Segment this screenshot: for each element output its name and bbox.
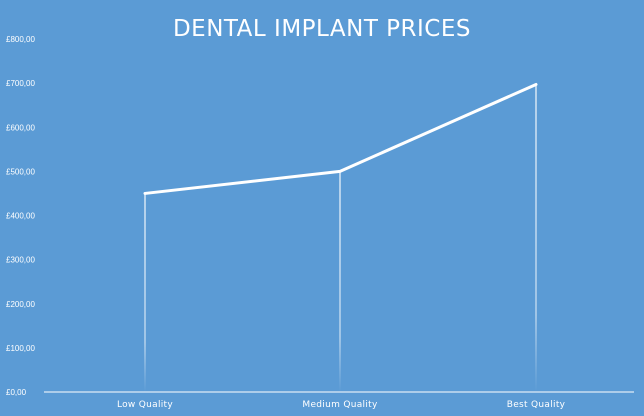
y-tick-label: £500,00	[6, 167, 35, 176]
series-line-group	[143, 82, 538, 195]
y-tick-label: £800,00	[6, 35, 35, 44]
drop-lines	[144, 84, 537, 392]
series-line	[143, 82, 538, 195]
drop-line	[144, 193, 146, 392]
y-tick-label: £100,00	[6, 344, 35, 353]
x-category-label: Low Quality	[117, 400, 173, 410]
y-tick-label: £600,00	[6, 123, 35, 132]
y-axis-tick-labels: £0,00 £100,00 £200,00 £300,00 £400,00 £500,00…	[6, 35, 35, 397]
x-category-label: Best Quality	[507, 400, 566, 410]
x-category-label: Medium Quality	[302, 400, 378, 410]
y-tick-label: £400,00	[6, 212, 35, 221]
chart-title: DENTAL IMPLANT PRICES	[172, 16, 472, 42]
y-tick-label: £300,00	[6, 256, 35, 265]
y-tick-label: £0,00	[6, 388, 27, 397]
drop-line	[535, 84, 537, 392]
y-tick-label: £200,00	[6, 300, 35, 309]
drop-line	[339, 171, 341, 392]
x-axis-category-labels: Low Quality Medium Quality Best Quality	[117, 400, 566, 410]
y-tick-label: £700,00	[6, 79, 35, 88]
